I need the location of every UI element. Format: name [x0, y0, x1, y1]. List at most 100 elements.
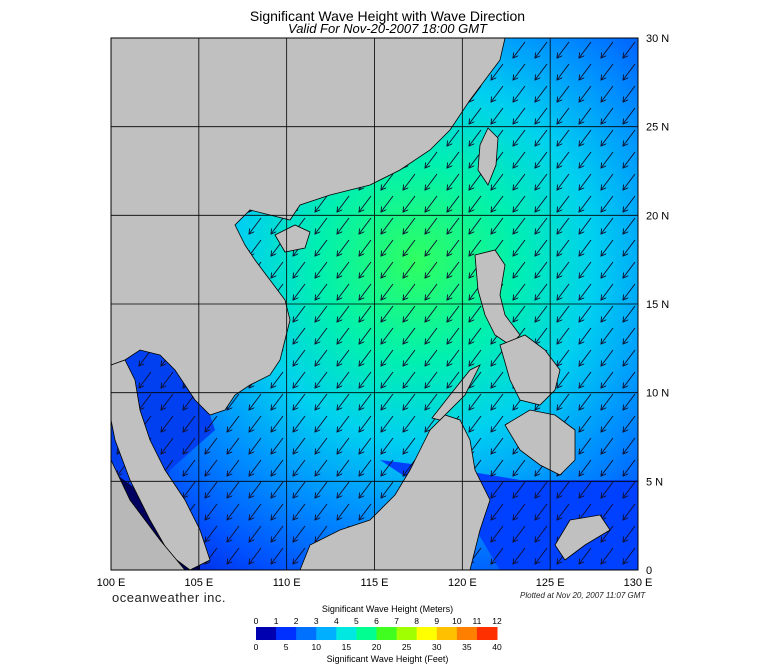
wave-arrow [337, 261, 350, 278]
wave-arrow [425, 371, 438, 388]
wave-arrow [535, 239, 548, 256]
wave-arrow [447, 239, 460, 256]
wave-arrow [491, 217, 504, 234]
wave-arrow [579, 327, 592, 344]
wave-arrow [513, 503, 526, 520]
wave-arrow [381, 239, 394, 256]
legend-swatch [276, 627, 297, 640]
wave-arrow [183, 459, 196, 476]
wave-arrow [623, 371, 636, 388]
wave-arrow [447, 195, 460, 212]
wave-arrow [249, 503, 262, 520]
wave-arrow [293, 481, 306, 498]
wave-arrow [469, 173, 482, 190]
wave-arrow [425, 195, 438, 212]
wave-arrow [293, 349, 306, 366]
wave-arrow [315, 437, 328, 454]
wave-arrow [381, 327, 394, 344]
legend-feet-tick: 10 [312, 642, 322, 652]
wave-arrow [359, 349, 372, 366]
wave-arrow [579, 173, 592, 190]
plotted-timestamp: Plotted at Nov 20, 2007 11:07 GMT [520, 591, 646, 600]
mindanao [504, 409, 576, 476]
wave-arrow [535, 173, 548, 190]
wave-arrow [425, 305, 438, 322]
wave-arrow [183, 415, 196, 432]
wave-arrow [381, 217, 394, 234]
wave-arrow [183, 481, 196, 498]
wave-arrow [491, 349, 504, 366]
longitude-label: 120 E [448, 577, 477, 589]
wave-arrow [271, 393, 284, 410]
mainland-asia [111, 38, 506, 416]
wave-arrow [491, 63, 504, 80]
wave-arrow [491, 107, 504, 124]
wave-arrow [315, 459, 328, 476]
wave-arrow [557, 371, 570, 388]
visayas [499, 334, 561, 406]
wave-arrow [513, 481, 526, 498]
wave-arrow [491, 481, 504, 498]
wave-arrow [557, 63, 570, 80]
wave-arrow [601, 41, 614, 58]
wave-arrow [425, 327, 438, 344]
wave-arrow [601, 305, 614, 322]
longitude-label: 110 E [273, 577, 301, 589]
hainan [274, 224, 311, 253]
legend-meter-tick: 4 [334, 616, 339, 626]
wave-arrow [513, 41, 526, 58]
wave-arrow [381, 349, 394, 366]
latitude-label: 10 N [646, 388, 669, 400]
wave-arrow [293, 547, 306, 564]
wave-arrow [447, 217, 460, 234]
wave-arrow [557, 107, 570, 124]
wave-arrow [491, 503, 504, 520]
wave-arrow [359, 283, 372, 300]
wave-arrow [557, 129, 570, 146]
wave-arrow [601, 327, 614, 344]
wave-arrow [469, 239, 482, 256]
wave-arrow [623, 327, 636, 344]
wave-arrow [535, 151, 548, 168]
legend-meters-title: Significant Wave Height (Meters) [321, 604, 454, 614]
wave-arrow [447, 261, 460, 278]
wave-arrow [623, 85, 636, 102]
wave-arrow [249, 459, 262, 476]
wave-arrow [579, 129, 592, 146]
wave-arrow [491, 437, 504, 454]
wave-arrow [513, 85, 526, 102]
wave-arrow [513, 173, 526, 190]
wave-arrow [447, 371, 460, 388]
wave-arrow [447, 151, 460, 168]
wave-arrow [359, 195, 372, 212]
wave-arrow [293, 525, 306, 542]
wave-arrow [579, 547, 592, 564]
wave-arrow [425, 393, 438, 410]
wave-arrow [403, 349, 416, 366]
wave-arrow [601, 129, 614, 146]
legend-swatch [296, 627, 317, 640]
legend-meter-tick: 11 [473, 616, 482, 626]
wave-arrow [315, 217, 328, 234]
wave-arrow [469, 195, 482, 212]
wave-arrow [469, 107, 482, 124]
wave-arrow [337, 327, 350, 344]
wave-arrow [601, 481, 614, 498]
longitude-label: 130 E [624, 577, 653, 589]
wave-arrow [491, 195, 504, 212]
wave-arrow [403, 437, 416, 454]
wave-arrow [469, 415, 482, 432]
longitude-label: 125 E [536, 577, 565, 589]
wave-arrow [271, 547, 284, 564]
wave-arrow [513, 283, 526, 300]
legend-meter-tick: 12 [492, 616, 502, 626]
legend-swatch [416, 627, 438, 640]
wave-arrow [227, 415, 240, 432]
wave-arrow [271, 217, 284, 234]
wave-arrow [227, 437, 240, 454]
wave-arrow [227, 547, 240, 564]
wave-arrow [557, 151, 570, 168]
wave-arrow [359, 261, 372, 278]
wave-arrow [557, 239, 570, 256]
wave-arrow [579, 151, 592, 168]
